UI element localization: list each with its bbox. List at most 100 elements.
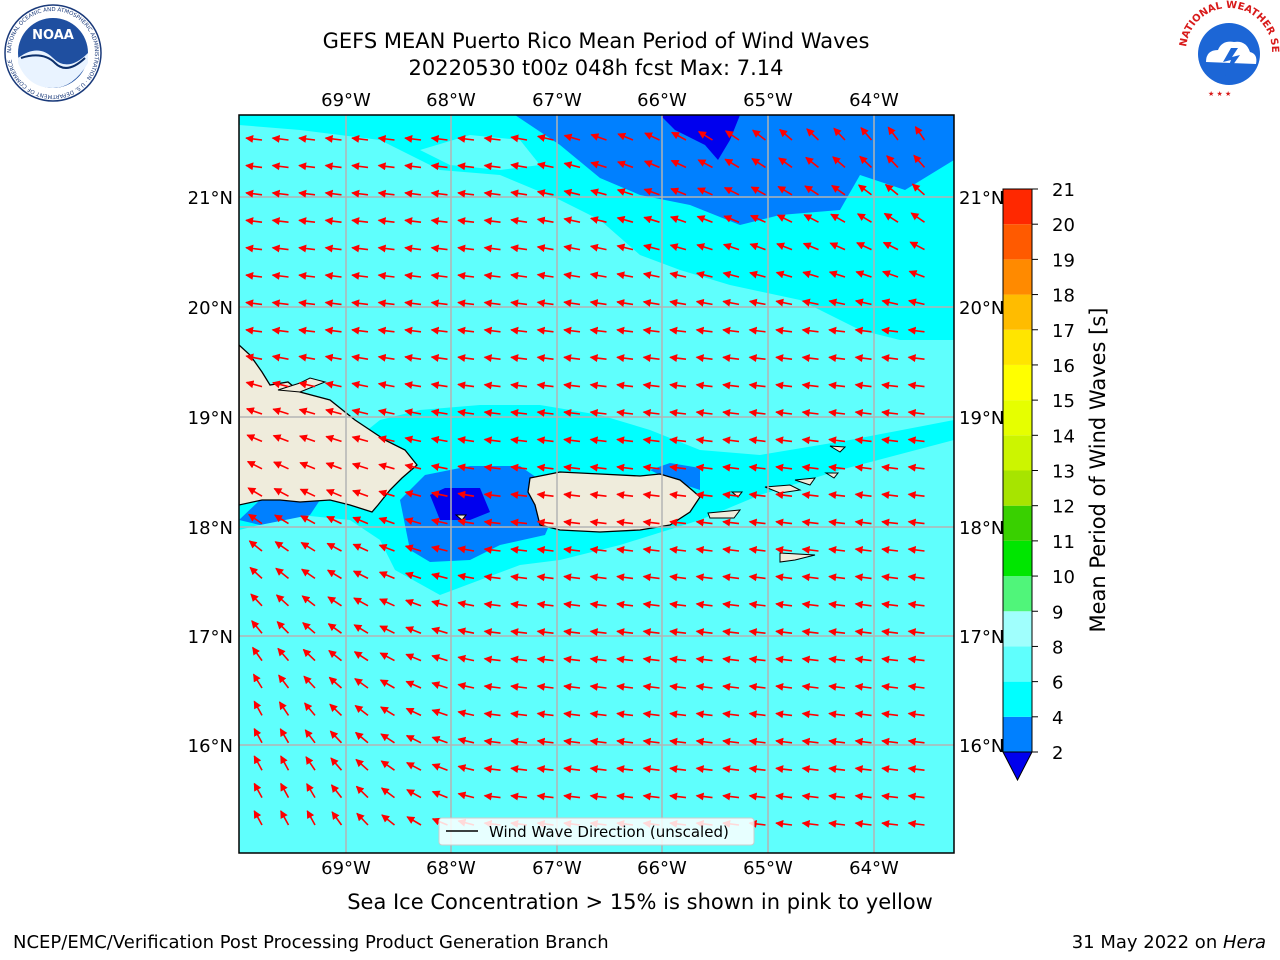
- wind-wave-arrow: [379, 625, 395, 634]
- wind-wave-arrow: [589, 463, 607, 472]
- wind-wave-arrow: [748, 710, 766, 719]
- wind-wave-arrow: [563, 188, 581, 197]
- wind-wave-arrow: [536, 354, 554, 363]
- wind-wave-arrow: [510, 271, 528, 280]
- wind-wave-arrow: [854, 737, 872, 746]
- wind-wave-arrow: [271, 299, 289, 308]
- wind-wave-arrow: [563, 518, 581, 527]
- wind-wave-arrow: [272, 380, 289, 389]
- colorbar-segment: [1003, 611, 1032, 647]
- wind-wave-arrow: [430, 134, 448, 143]
- wind-wave-arrow: [881, 600, 899, 609]
- wind-wave-arrow: [907, 573, 925, 582]
- wind-wave-arrow: [563, 299, 581, 308]
- wind-wave-arrow: [303, 675, 316, 689]
- wind-wave-arrow: [806, 128, 820, 141]
- wind-wave-arrow: [748, 354, 766, 363]
- colorbar-segment: [1003, 294, 1032, 330]
- wind-wave-arrow: [775, 436, 793, 445]
- wind-wave-arrow: [248, 540, 263, 552]
- wind-wave-arrow: [854, 381, 872, 390]
- wind-wave-arrow: [431, 654, 448, 662]
- wind-wave-arrow: [252, 673, 263, 689]
- wind-wave-arrow: [801, 737, 819, 746]
- wind-wave-arrow: [881, 270, 899, 278]
- wind-wave-arrow: [276, 621, 290, 634]
- sea-ice-note: Sea Ice Concentration > 15% is shown in …: [347, 890, 933, 914]
- wind-wave-arrow: [324, 244, 342, 253]
- wind-wave-arrow: [404, 134, 422, 143]
- wind-wave-arrow: [378, 571, 395, 580]
- wind-wave-arrow: [748, 737, 766, 746]
- wind-wave-arrow: [907, 491, 925, 500]
- wind-wave-arrow: [775, 600, 793, 609]
- wind-wave-arrow: [404, 162, 422, 171]
- wind-wave-arrow: [246, 434, 263, 443]
- wind-wave-arrow: [775, 737, 793, 746]
- wind-wave-arrow: [695, 463, 713, 472]
- chart-title: GEFS MEAN Puerto Rico Mean Period of Win…: [322, 29, 870, 53]
- nws-logo: NATIONAL WEATHER SERVICE ★ ★ ★: [1178, 0, 1280, 100]
- wind-wave-arrow: [775, 518, 793, 527]
- wind-wave-arrow: [669, 271, 687, 279]
- wind-wave-arrow: [378, 489, 395, 498]
- wind-wave-arrow: [881, 628, 899, 637]
- wind-wave-arrow: [352, 489, 369, 497]
- wind-wave-arrow: [483, 134, 501, 143]
- colorbar-tick-label: 2: [1052, 743, 1063, 764]
- wind-wave-arrow: [253, 755, 263, 771]
- wind-wave-arrow: [483, 682, 501, 691]
- wind-wave-arrow: [406, 816, 422, 826]
- wind-wave-arrow: [695, 655, 713, 664]
- wind-wave-arrow: [828, 436, 846, 445]
- wind-wave-arrow: [430, 435, 448, 444]
- wind-wave-arrow: [273, 461, 289, 470]
- wind-wave-arrow: [828, 381, 846, 390]
- wind-wave-arrow: [881, 792, 899, 801]
- wind-wave-arrow: [298, 326, 316, 335]
- wind-wave-arrow: [306, 810, 316, 826]
- land-puerto-rico: [527, 471, 701, 533]
- lat-label-left: 18°N: [188, 518, 233, 539]
- colorbar-segment: [1003, 681, 1032, 717]
- wind-wave-arrow: [854, 819, 872, 828]
- wind-wave-arrow: [483, 765, 501, 774]
- wind-wave-arrow: [589, 216, 607, 224]
- wind-wave-arrow: [907, 381, 925, 390]
- wind-wave-arrow: [457, 217, 475, 226]
- wind-wave-arrow: [669, 737, 687, 746]
- wind-wave-arrow: [669, 243, 687, 251]
- wind-wave-arrow: [642, 298, 660, 307]
- wind-wave-arrow: [271, 134, 289, 143]
- wind-wave-arrow: [855, 270, 872, 278]
- wind-wave-arrow: [722, 463, 740, 472]
- lon-label-top: 69°W: [321, 90, 371, 111]
- lon-label-top: 65°W: [743, 90, 793, 111]
- wind-wave-arrow: [536, 408, 554, 417]
- wind-wave-arrow: [881, 545, 899, 554]
- lat-label-right: 18°N: [959, 518, 1004, 539]
- wind-wave-arrow: [801, 408, 819, 417]
- wind-wave-arrow: [457, 736, 475, 745]
- wind-wave-arrow: [589, 682, 607, 691]
- wind-wave-arrow: [536, 573, 554, 582]
- wind-wave-arrow: [828, 354, 846, 363]
- wind-wave-arrow: [457, 244, 475, 253]
- wind-wave-arrow: [801, 682, 819, 691]
- wind-wave-arrow: [404, 189, 422, 198]
- wind-wave-arrow: [324, 299, 342, 308]
- wind-wave-arrow: [536, 628, 554, 637]
- wind-wave-arrow: [854, 354, 872, 363]
- colorbar-segment: [1003, 540, 1032, 577]
- wind-wave-arrow: [722, 655, 740, 664]
- wind-wave-arrow: [748, 518, 766, 527]
- wind-wave-direction-arrows: [245, 125, 926, 828]
- wind-wave-arrow: [253, 700, 263, 716]
- wind-wave-arrow: [669, 491, 687, 500]
- lat-label-right: 21°N: [959, 188, 1004, 209]
- lon-label-bottom: 68°W: [426, 858, 476, 879]
- wind-wave-arrow: [775, 463, 793, 472]
- wind-wave-arrow: [483, 217, 501, 226]
- wind-wave-arrow: [642, 326, 660, 335]
- colorbar-tick-label: 8: [1052, 637, 1063, 658]
